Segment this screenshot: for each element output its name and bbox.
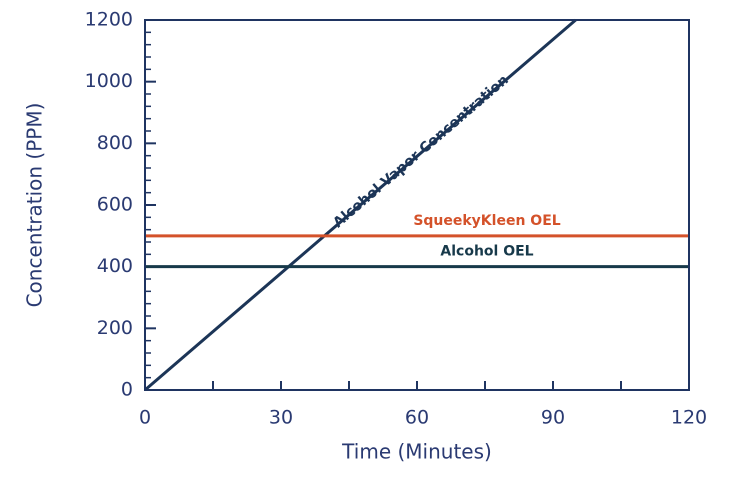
y-tick-label: 600 (97, 194, 133, 216)
series-label: Alcohol OEL (440, 244, 533, 260)
series-label: SqueekyKleen OEL (413, 213, 560, 229)
y-tick-label: 1000 (85, 70, 133, 92)
plot-frame (144, 19, 690, 391)
y-tick-label: 1200 (85, 9, 133, 31)
series-line (144, 18, 577, 392)
x-tick-label: 120 (671, 407, 707, 429)
x-tick-label: 30 (269, 407, 293, 429)
y-tick-label: 400 (97, 255, 133, 277)
y-tick-label: 200 (97, 317, 133, 339)
x-tick-label: 0 (139, 407, 151, 429)
y-axis-title: Concentration (PPM) (23, 103, 47, 308)
x-tick-label: 90 (541, 407, 565, 429)
y-tick-label: 0 (121, 379, 133, 401)
series-label: Alcohol Vapor Concentration (330, 72, 511, 231)
x-axis-title: Time (Minutes) (341, 440, 492, 464)
x-tick-label: 60 (405, 407, 429, 429)
y-tick-label: 800 (97, 132, 133, 154)
